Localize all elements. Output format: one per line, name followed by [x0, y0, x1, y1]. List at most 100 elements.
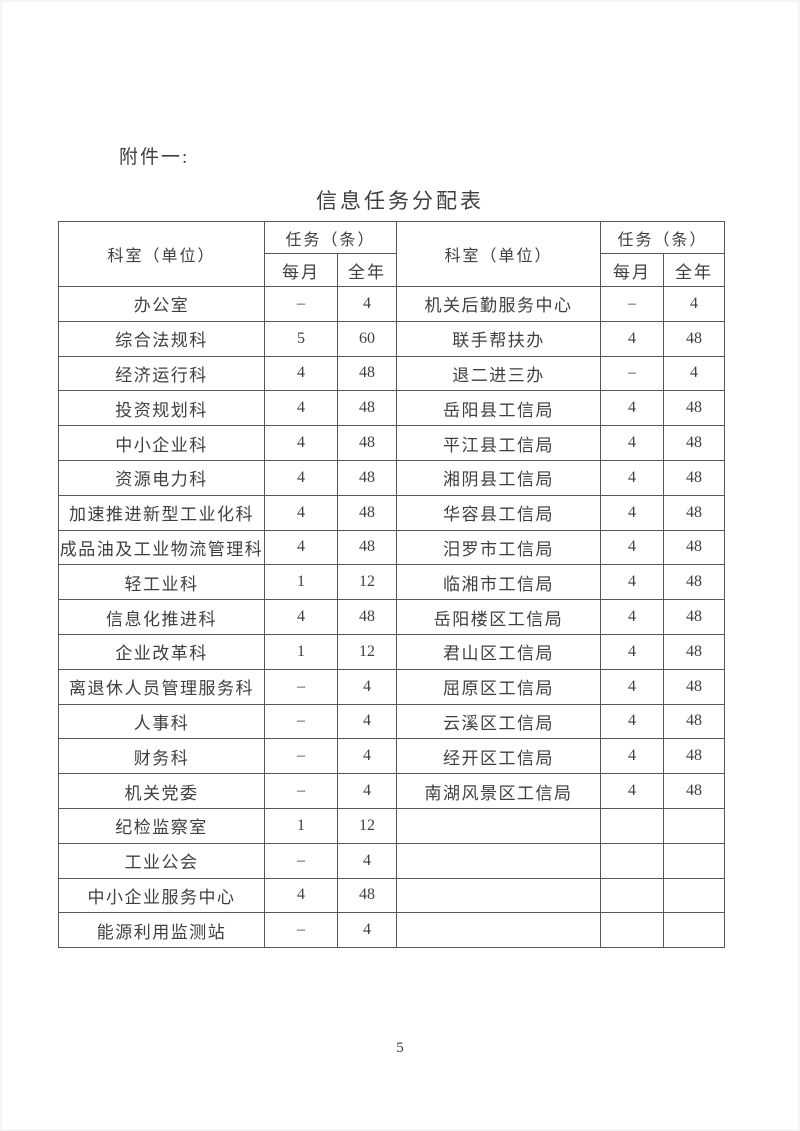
- annual-cell: 12: [336, 633, 398, 670]
- unit-cell: 能源利用监测站: [58, 912, 265, 949]
- unit-cell: 君山区工信局: [396, 633, 602, 670]
- annual-cell: 4: [663, 286, 726, 322]
- monthly-cell: [600, 877, 665, 914]
- unit-cell: 云溪区工信局: [396, 703, 602, 740]
- annual-cell: 4: [336, 912, 398, 949]
- annual-cell: 48: [663, 529, 726, 566]
- unit-cell: 办公室: [58, 286, 265, 322]
- unit-cell: 工业公会: [58, 842, 265, 879]
- unit-cell: 机关后勤服务中心: [396, 286, 602, 322]
- table-row: 能源利用监测站 –4: [58, 912, 726, 949]
- annual-cell: 48: [663, 494, 726, 531]
- unit-cell: 综合法规科: [58, 320, 265, 357]
- annual-cell: 48: [663, 390, 726, 427]
- annual-cell: 48: [336, 390, 398, 427]
- annual-cell: 60: [336, 320, 398, 357]
- monthly-cell: 4: [264, 425, 338, 461]
- monthly-cell: 4: [600, 459, 665, 496]
- monthly-cell: 4: [264, 877, 338, 914]
- monthly-cell: 4: [264, 529, 338, 566]
- table-row: 加速推进新型工业化科 4 48 华容县工信局 4 48: [58, 494, 726, 531]
- table-row: 投资规划科 4 48 岳阳县工信局 4 48: [58, 390, 726, 427]
- annual-cell: 48: [336, 459, 398, 496]
- annual-cell: 48: [336, 599, 398, 635]
- monthly-cell: 4: [600, 773, 665, 809]
- monthly-cell: 4: [600, 320, 665, 357]
- column-header-monthly-right: 每月: [600, 253, 665, 287]
- monthly-cell: –: [600, 355, 665, 392]
- monthly-cell: 1: [264, 564, 338, 601]
- unit-cell: 岳阳县工信局: [396, 390, 602, 427]
- unit-cell: 岳阳楼区工信局: [396, 599, 602, 635]
- annual-cell: 48: [663, 773, 726, 809]
- table-row: 财务科 –4 经开区工信局 4 48: [58, 738, 726, 775]
- unit-cell: 联手帮扶办: [396, 320, 602, 357]
- unit-cell: 投资规划科: [58, 390, 265, 427]
- monthly-cell: [600, 912, 665, 949]
- attachment-label: 附件一:: [119, 147, 190, 168]
- monthly-cell: 4: [600, 494, 665, 531]
- table-row: 人事科 –4 云溪区工信局 4 48: [58, 703, 726, 740]
- column-header-monthly-left: 每月: [264, 253, 338, 287]
- unit-cell: 加速推进新型工业化科: [58, 494, 265, 531]
- column-header-unit-left: 科室（单位）: [58, 221, 265, 287]
- monthly-cell: 4: [264, 355, 338, 392]
- annual-cell: 48: [336, 494, 398, 531]
- annual-cell: [663, 842, 726, 879]
- monthly-cell: –: [264, 286, 338, 322]
- annual-cell: 4: [336, 842, 398, 879]
- monthly-cell: 4: [264, 599, 338, 635]
- monthly-cell: 4: [264, 494, 338, 531]
- table-body: 办公室 –4 机关后勤服务中心 –4 综合法规科 5 60 联手帮扶办 4 48 经济运行科 4 48 退…: [58, 286, 726, 949]
- table-header: 科室（单位） 任务（条） 科室（单位） 任务（条） 每月 全年 每月 全年: [58, 221, 726, 287]
- annual-cell: 4: [336, 773, 398, 809]
- table-row: 综合法规科 5 60 联手帮扶办 4 48: [58, 320, 726, 357]
- annual-cell: 48: [336, 355, 398, 392]
- monthly-cell: 1: [264, 633, 338, 670]
- monthly-cell: –: [264, 773, 338, 809]
- unit-cell: [396, 807, 602, 844]
- annual-cell: 48: [336, 529, 398, 566]
- table-row: 中小企业服务中心 4 48: [58, 877, 726, 914]
- table-row: 中小企业科 4 48 平江县工信局 4 48: [58, 425, 726, 461]
- annual-cell: 48: [663, 564, 726, 601]
- annual-cell: 4: [336, 286, 398, 322]
- unit-cell: 平江县工信局: [396, 425, 602, 461]
- annual-cell: 48: [663, 425, 726, 461]
- unit-cell: 财务科: [58, 738, 265, 775]
- monthly-cell: 4: [600, 564, 665, 601]
- table-row: 办公室 –4 机关后勤服务中心 –4: [58, 286, 726, 322]
- unit-cell: 华容县工信局: [396, 494, 602, 531]
- monthly-cell: –: [264, 703, 338, 740]
- monthly-cell: 4: [600, 738, 665, 775]
- unit-cell: [396, 877, 602, 914]
- task-allocation-table: 科室（单位） 任务（条） 科室（单位） 任务（条） 每月 全年 每月 全年 办公…: [58, 221, 726, 949]
- unit-cell: 机关党委: [58, 773, 265, 809]
- monthly-cell: [600, 807, 665, 844]
- unit-cell: [396, 842, 602, 879]
- unit-cell: 企业改革科: [58, 633, 265, 670]
- monthly-cell: 4: [600, 703, 665, 740]
- monthly-cell: –: [264, 668, 338, 705]
- table-row: 信息化推进科 4 48 岳阳楼区工信局 4 48: [58, 599, 726, 635]
- column-header-unit-right: 科室（单位）: [396, 221, 602, 287]
- unit-cell: 经济运行科: [58, 355, 265, 392]
- table-row: 企业改革科 1 12 君山区工信局 4 48: [58, 633, 726, 670]
- table-row: 经济运行科 4 48 退二进三办 –4: [58, 355, 726, 392]
- monthly-cell: –: [600, 286, 665, 322]
- monthly-cell: 4: [264, 390, 338, 427]
- annual-cell: 12: [336, 807, 398, 844]
- annual-cell: 48: [663, 738, 726, 775]
- table-row: 工业公会 –4: [58, 842, 726, 879]
- monthly-cell: 4: [600, 599, 665, 635]
- unit-cell: 汨罗市工信局: [396, 529, 602, 566]
- table-row: 机关党委 –4 南湖风景区工信局 4 48: [58, 773, 726, 809]
- table-row: 资源电力科 4 48 湘阴县工信局 4 48: [58, 459, 726, 496]
- table-row: 轻工业科 1 12 临湘市工信局 4 48: [58, 564, 726, 601]
- column-header-annual-right: 全年: [663, 253, 726, 287]
- annual-cell: 48: [336, 877, 398, 914]
- unit-cell: 纪检监察室: [58, 807, 265, 844]
- annual-cell: 4: [336, 738, 398, 775]
- annual-cell: [663, 912, 726, 949]
- column-header-tasks-left: 任务（条）: [263, 221, 398, 254]
